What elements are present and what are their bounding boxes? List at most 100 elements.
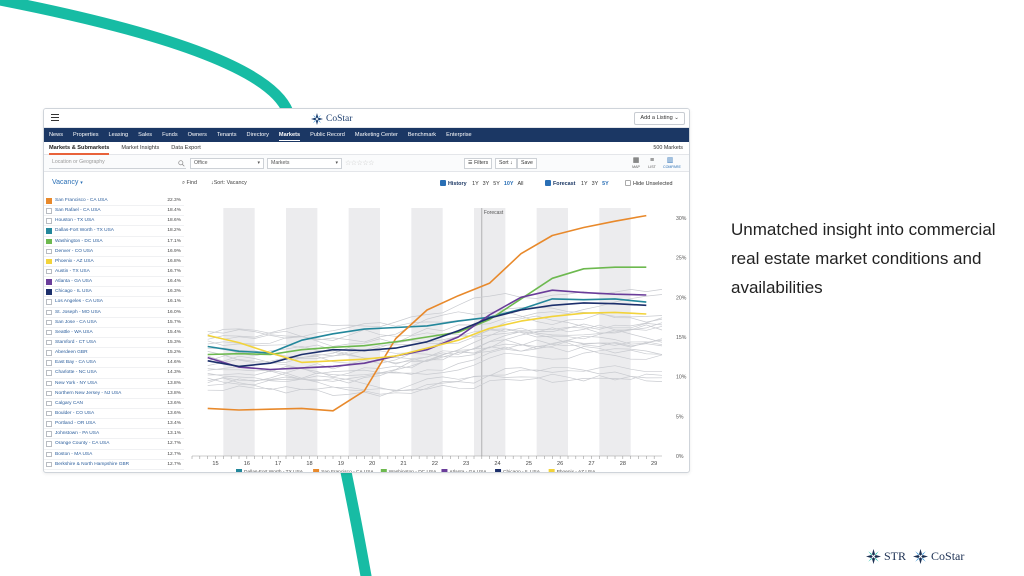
market-checkbox[interactable] xyxy=(46,289,52,295)
nav-item-markets[interactable]: Markets xyxy=(278,128,301,142)
market-checkbox[interactable] xyxy=(46,441,52,447)
market-row[interactable]: Seattle - WA USA 15.4% xyxy=(44,328,184,338)
market-name[interactable]: San Jose - CA USA xyxy=(55,319,97,325)
market-checkbox[interactable] xyxy=(46,390,52,397)
nav-item-enterprise[interactable]: Enterprise xyxy=(446,132,472,138)
market-name[interactable]: Houston - TX USA xyxy=(55,218,95,224)
find-button[interactable]: ⌕ Find xyxy=(182,180,197,187)
market-checkbox[interactable] xyxy=(46,279,52,285)
market-checkbox[interactable] xyxy=(46,198,52,204)
search-icon[interactable] xyxy=(178,160,185,167)
market-name[interactable]: Aberdeen GBR xyxy=(55,350,88,356)
market-name[interactable]: Boston - MA USA xyxy=(55,451,93,457)
market-row[interactable]: San Francisco - CA USA 22.3% xyxy=(44,196,184,207)
range-option-10y[interactable]: 10Y xyxy=(503,181,514,187)
market-name[interactable]: Los Angeles - CA USA xyxy=(55,299,103,305)
market-checkbox[interactable] xyxy=(46,360,52,366)
market-row[interactable]: Portland - OR USA 13.4% xyxy=(44,419,184,430)
market-name[interactable]: Boulder - CO USA xyxy=(55,410,95,416)
market-row[interactable]: Denver - CO USA 16.9% xyxy=(44,247,184,257)
market-name[interactable]: Northern New Jersey - NJ USA xyxy=(55,390,122,396)
range-option-1y[interactable]: 1Y xyxy=(472,181,479,187)
market-checkbox[interactable] xyxy=(46,319,52,326)
sort-vacancy-button[interactable]: ↓Sort: Vacancy xyxy=(211,180,247,186)
range-option-5y[interactable]: 5Y xyxy=(493,181,500,187)
hamburger-menu-icon[interactable] xyxy=(51,114,59,122)
nav-item-tenants[interactable]: Tenants xyxy=(216,132,237,138)
save-button[interactable]: Save xyxy=(517,158,537,169)
range-option-1y[interactable]: 1Y xyxy=(580,181,588,187)
legend-label[interactable]: San Francisco - CA USA xyxy=(321,469,374,473)
market-row[interactable]: Boston - MA USA 12.7% xyxy=(44,450,184,460)
series-line-san-francisco-ca-usa[interactable] xyxy=(207,214,647,412)
market-row[interactable]: New York - NY USA 13.8% xyxy=(44,379,184,389)
market-name[interactable]: Portland - OR USA xyxy=(55,421,96,427)
nav-item-benchmark[interactable]: Benchmark xyxy=(407,132,437,138)
market-row[interactable]: Washington - DC USA 17.1% xyxy=(44,237,184,247)
market-row[interactable]: Dallas-Fort Worth - TX USA 18.2% xyxy=(44,226,184,237)
nav-item-funds[interactable]: Funds xyxy=(162,132,178,138)
market-row[interactable]: Phoenix - AZ USA 16.8% xyxy=(44,257,184,267)
market-row[interactable]: Orange County - CA USA 12.7% xyxy=(44,439,184,450)
tab-market-insights[interactable]: Market Insights xyxy=(121,144,160,151)
market-checkbox[interactable] xyxy=(46,431,52,437)
market-row[interactable]: Aberdeen GBR 15.2% xyxy=(44,348,184,359)
market-checkbox[interactable] xyxy=(46,380,52,387)
range-option-3y[interactable]: 3Y xyxy=(591,181,599,187)
market-row[interactable]: Johnstown - PA USA 13.1% xyxy=(44,429,184,440)
market-row[interactable]: Austin - TX USA 16.7% xyxy=(44,267,184,278)
market-checkbox[interactable] xyxy=(46,400,52,407)
market-row[interactable]: San Jose - CA USA 15.7% xyxy=(44,318,184,328)
market-checkbox[interactable] xyxy=(46,350,52,356)
series-line-chicago-il-usa[interactable] xyxy=(207,302,647,368)
star-rating-filter[interactable]: ☆☆☆☆☆ xyxy=(345,160,374,167)
legend-label[interactable]: Phoenix - AZ USA xyxy=(557,469,596,473)
map-view-button[interactable]: ▦ MAP xyxy=(629,157,643,169)
legend-label[interactable]: Atlanta - GA USA xyxy=(449,469,487,473)
list-view-button[interactable]: ≡ LIST xyxy=(645,157,659,169)
market-name[interactable]: Dallas-Fort Worth - TX USA xyxy=(55,228,114,234)
market-row[interactable]: Berkshire & North Hampshire GBR 12.7% xyxy=(44,460,184,470)
legend-label[interactable]: Chicago - IL USA xyxy=(503,469,541,473)
property-type-select[interactable]: Office ▾ xyxy=(190,158,264,169)
legend-label[interactable]: Dallas-Fort Worth - TX USA xyxy=(244,469,304,473)
nav-item-public-record[interactable]: Public Record xyxy=(310,132,345,138)
market-name[interactable]: San Rafael - CA USA xyxy=(55,208,101,214)
market-checkbox[interactable] xyxy=(46,309,52,316)
location-search-input[interactable]: Location or Geography xyxy=(49,158,186,169)
compare-view-button[interactable]: ▥ COMPARE xyxy=(663,157,681,169)
market-name[interactable]: Chicago - IL USA xyxy=(55,289,92,295)
market-row[interactable]: Boulder - CO USA 13.6% xyxy=(44,409,184,420)
hide-unselected-checkbox[interactable] xyxy=(625,180,631,186)
series-line-atlanta-ga-usa[interactable] xyxy=(207,289,647,371)
market-name[interactable]: East Bay - CA USA xyxy=(55,360,97,366)
market-name[interactable]: Washington - DC USA xyxy=(55,238,103,244)
market-checkbox[interactable] xyxy=(46,410,52,417)
market-checkbox[interactable] xyxy=(46,370,52,376)
history-checkbox[interactable] xyxy=(440,180,446,186)
market-name[interactable]: Berkshire & North Hampshire GBR xyxy=(55,461,130,467)
market-name[interactable]: Johnstown - PA USA xyxy=(55,431,100,437)
market-name[interactable]: Denver - CO USA xyxy=(55,248,94,254)
market-checkbox[interactable] xyxy=(46,228,52,234)
nav-item-owners[interactable]: Owners xyxy=(187,132,207,138)
hide-unselected-toggle[interactable]: Hide Unselected xyxy=(625,180,673,187)
market-row[interactable]: Chicago - IL USA 16.3% xyxy=(44,287,184,298)
market-checkbox[interactable] xyxy=(46,248,52,255)
legend-label[interactable]: Washington - DC USA xyxy=(389,469,437,473)
range-option-5y[interactable]: 5Y xyxy=(602,181,609,187)
market-checkbox[interactable] xyxy=(46,238,52,245)
market-row[interactable]: Calgary CAN 13.6% xyxy=(44,399,184,409)
nav-item-sales[interactable]: Sales xyxy=(138,132,153,138)
market-row[interactable]: Houston - TX USA 18.6% xyxy=(44,216,184,227)
market-type-select[interactable]: Markets ▾ xyxy=(267,158,342,169)
market-row[interactable]: San Rafael - CA USA 18.4% xyxy=(44,206,184,217)
market-name[interactable]: Calgary CAN xyxy=(55,400,83,406)
range-option-all[interactable]: All xyxy=(517,181,524,187)
market-checkbox[interactable] xyxy=(46,218,52,224)
nav-item-leasing[interactable]: Leasing xyxy=(108,132,129,138)
market-row[interactable]: Charlotte - NC USA 14.3% xyxy=(44,368,184,379)
market-checkbox[interactable] xyxy=(46,339,52,346)
tab-data-export[interactable]: Data Export xyxy=(171,144,201,151)
nav-item-marketing-center[interactable]: Marketing Center xyxy=(354,132,398,138)
